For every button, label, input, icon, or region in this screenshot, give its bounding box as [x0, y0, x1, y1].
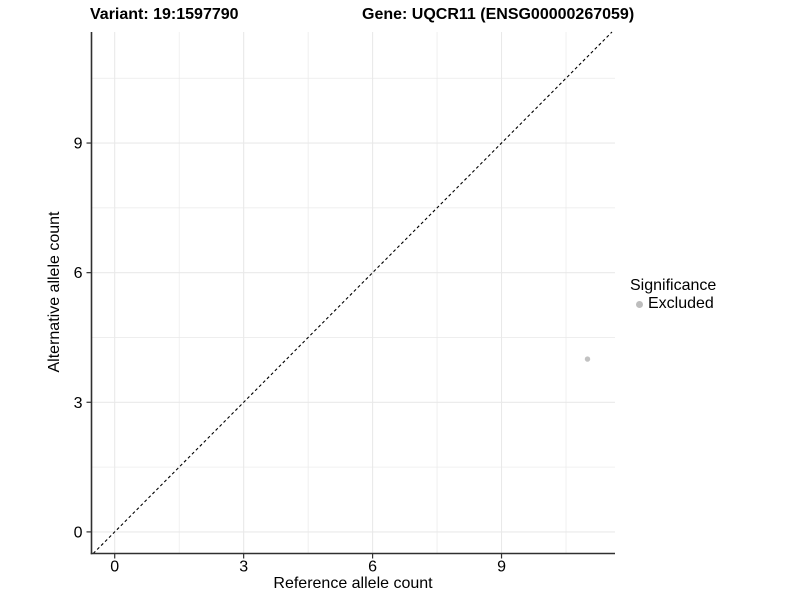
y-tick-label: 3 — [74, 395, 83, 412]
data-point — [584, 356, 591, 362]
legend-item-excluded: Excluded — [630, 295, 716, 313]
y-tick-label: 6 — [74, 265, 83, 282]
legend-point-marker-icon — [636, 300, 643, 308]
legend-title: Significance — [630, 277, 717, 294]
x-tick-label: 3 — [239, 559, 248, 576]
x-tick-label: 0 — [110, 559, 119, 576]
legend-item-label: Excluded — [648, 295, 714, 312]
identity-line — [92, 31, 613, 554]
plot-title-gene: Gene: UQCR11 (ENSG00000267059) — [362, 6, 635, 23]
x-axis-title: Reference allele count — [273, 575, 433, 592]
x-tick-label: 6 — [368, 559, 377, 576]
legend: Significance Excluded — [630, 277, 716, 313]
plot-title-variant: Variant: 19:1597790 — [90, 6, 239, 23]
y-axis-title: Alternative allele count — [46, 211, 63, 373]
y-tick-label: 0 — [74, 524, 83, 541]
y-tick-label: 9 — [74, 136, 83, 153]
x-tick-label: 9 — [497, 559, 506, 576]
